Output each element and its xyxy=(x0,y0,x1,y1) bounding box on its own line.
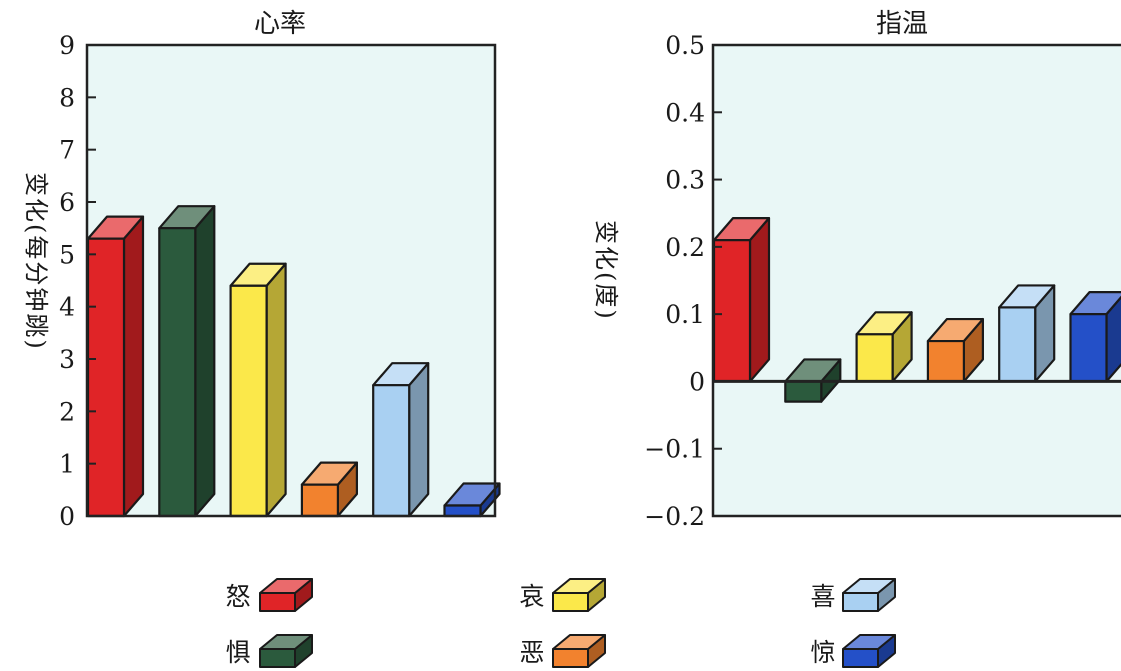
legend-label: 喜 xyxy=(810,582,835,611)
legend-item: 惊 xyxy=(810,634,896,668)
finger-temperature-bars xyxy=(712,217,1121,403)
legend-swatch xyxy=(842,634,896,668)
heart-rate-y-tick-label: 4 xyxy=(59,293,75,322)
heart-rate-plot-frame xyxy=(85,43,497,518)
finger-temperature-plot-frame xyxy=(711,43,1121,518)
legend-label: 惊 xyxy=(810,638,835,667)
heart-rate-bars xyxy=(86,205,501,518)
heart-rate-bar-1 xyxy=(86,215,145,518)
heart-rate-y-tick-label: 7 xyxy=(59,136,75,165)
finger-temperature-title: 指温 xyxy=(876,9,928,39)
heart-rate-y-tick-label: 0 xyxy=(59,502,75,531)
heart-rate-y-tick-label: 6 xyxy=(59,188,75,217)
heart-rate-y-tick-label: 5 xyxy=(59,240,75,269)
finger-temperature-bar-4 xyxy=(926,317,985,383)
heart-rate-bar-5 xyxy=(372,362,430,518)
legend-item: 惧 xyxy=(225,634,313,668)
heart-rate-bar-4 xyxy=(300,461,358,518)
finger-temperature-y-ticks: −0.2 −0.1 0 0.1 0.2 0.3 0.4 0.5 xyxy=(644,31,722,531)
finger-temperature-y-tick-label: −0.2 xyxy=(644,502,705,531)
legend-label: 恶 xyxy=(519,638,544,667)
legend-item: 喜 xyxy=(810,578,896,612)
legend-label: 惧 xyxy=(225,638,250,667)
legend-item: 哀 xyxy=(519,578,606,612)
finger-temperature-y-tick-label: 0.1 xyxy=(665,300,705,329)
legend-swatch xyxy=(259,578,313,612)
finger-temperature-bar-5 xyxy=(998,284,1056,383)
legend-label: 哀 xyxy=(519,582,544,611)
finger-temperature-chart: −0.2 −0.1 0 0.1 0.2 0.3 0.4 0.5 指温 变化(度) xyxy=(592,9,1121,531)
finger-temperature-y-tick-label: 0.5 xyxy=(665,31,705,60)
finger-temperature-bar-3 xyxy=(855,311,913,383)
finger-temperature-y-tick-label: 0.3 xyxy=(665,166,705,195)
heart-rate-bar-2 xyxy=(158,205,216,518)
finger-temperature-bar-1 xyxy=(712,217,771,383)
heart-rate-y-tick-label: 8 xyxy=(59,83,75,112)
heart-rate-y-axis-label: 变化(每分钟跳) xyxy=(22,172,50,351)
legend-swatch xyxy=(259,634,313,668)
heart-rate-y-tick-label: 2 xyxy=(59,397,75,426)
legend-swatch xyxy=(552,634,606,668)
legend-item: 怒 xyxy=(225,578,313,612)
emotion-legend: 怒惧 哀恶 喜惊 xyxy=(225,578,896,668)
finger-temperature-y-tick-label: 0.4 xyxy=(665,98,705,127)
heart-rate-plot-area xyxy=(87,45,495,516)
legend-item: 恶 xyxy=(519,634,606,668)
finger-temperature-y-tick-label: −0.1 xyxy=(644,435,705,464)
legend-label: 怒 xyxy=(225,582,250,611)
heart-rate-y-ticks: 0 1 2 3 4 5 6 7 8 9 xyxy=(59,31,96,531)
finger-temperature-y-axis-label: 变化(度) xyxy=(592,220,620,321)
heart-rate-y-tick-label: 3 xyxy=(59,345,75,374)
finger-temperature-plot-area xyxy=(713,45,1121,516)
heart-rate-y-tick-label: 1 xyxy=(59,450,75,479)
legend-swatch xyxy=(842,578,896,612)
heart-rate-bar-3 xyxy=(229,262,287,518)
heart-rate-y-tick-label: 9 xyxy=(59,31,75,60)
finger-temperature-bar-6 xyxy=(1069,291,1121,383)
heart-rate-chart: 0 1 2 3 4 5 6 7 8 9 心率 变化(每分钟跳) xyxy=(22,9,501,531)
legend-swatch xyxy=(552,578,606,612)
finger-temperature-y-tick-label: 0.2 xyxy=(665,233,705,262)
finger-temperature-y-tick-label: 0 xyxy=(689,367,705,396)
heart-rate-title: 心率 xyxy=(254,9,306,39)
